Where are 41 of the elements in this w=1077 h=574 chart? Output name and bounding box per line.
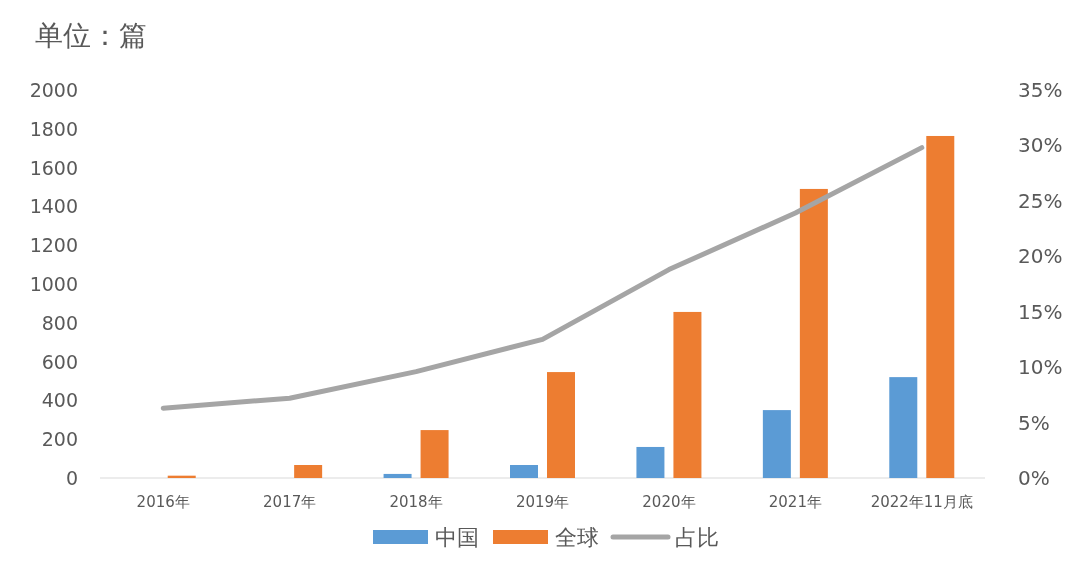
y-tick-label: 800: [41, 311, 78, 334]
y-tick-label: 600: [41, 350, 78, 373]
y2-tick-label: 5%: [1018, 410, 1050, 435]
y-tick-label: 1000: [29, 273, 78, 295]
y2-tick-label: 15%: [1018, 299, 1063, 324]
bar: [799, 188, 828, 478]
y2-tick-label: 10%: [1018, 355, 1063, 380]
x-tick-label: 2018年: [389, 493, 443, 511]
bar: [889, 377, 918, 478]
y-tick-label: 1400: [29, 195, 78, 218]
y-tick-label: 1800: [29, 117, 78, 140]
y-tick-label: 2000: [29, 79, 78, 101]
y2-tick-label: 20%: [1018, 244, 1063, 269]
y2-tick-label: 25%: [1018, 188, 1063, 213]
y2-tick-label: 35%: [1018, 78, 1063, 102]
y-tick-label: 1600: [29, 156, 78, 179]
bar: [510, 465, 538, 478]
y2-tick-label: 30%: [1018, 133, 1063, 158]
legend-label: 全球: [555, 525, 599, 550]
x-tick-label: 2019年: [515, 493, 570, 511]
y-tick-label: 400: [41, 389, 78, 412]
chart-title: 单位：篇: [35, 19, 147, 52]
bar: [547, 372, 575, 478]
legend-label: 占比: [675, 525, 719, 550]
x-tick-label: 2016年: [136, 493, 190, 511]
x-tick-label: 2022年11月底: [870, 493, 973, 511]
y-tick-label: 200: [41, 428, 78, 451]
bar: [673, 311, 702, 478]
bar: [762, 410, 791, 478]
bar: [383, 473, 412, 478]
y-tick-label: 0: [65, 467, 78, 489]
y-tick-label: 1200: [29, 234, 78, 257]
x-tick-label: 2020年: [642, 493, 696, 511]
x-tick-label: 2017年: [263, 493, 317, 511]
bar: [926, 135, 955, 478]
bar: [294, 465, 323, 478]
x-tick-label: 2021年: [768, 493, 822, 511]
bar: [636, 446, 665, 478]
bar: [420, 430, 449, 478]
y2-tick-label: 0%: [1018, 466, 1050, 490]
legend-label: 中国: [435, 525, 479, 550]
